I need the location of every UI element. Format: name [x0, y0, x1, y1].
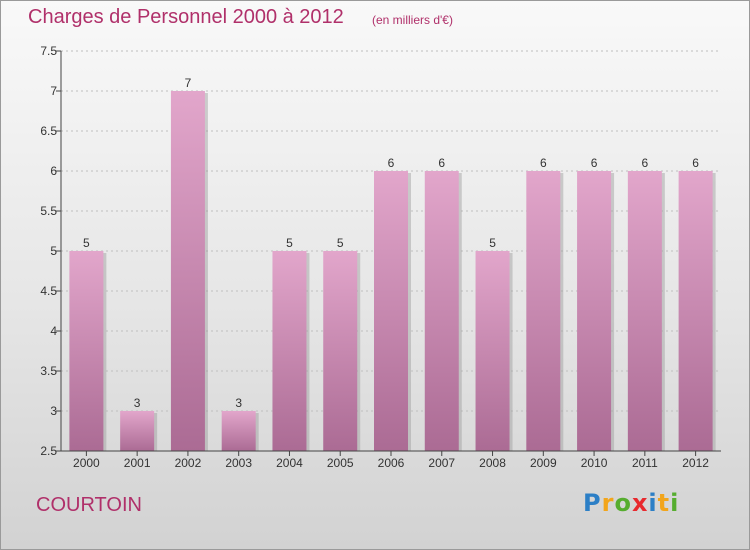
- x-tick-label: 2003: [225, 456, 252, 470]
- bar: [678, 171, 713, 451]
- data-label: 6: [642, 156, 649, 170]
- y-tick-label: 5: [50, 244, 57, 258]
- bar: [69, 251, 104, 451]
- x-tick-label: 2005: [327, 456, 354, 470]
- proxiti-logo: Proxiti: [583, 489, 679, 517]
- bar: [526, 171, 561, 451]
- data-label: 7: [185, 76, 192, 90]
- bar: [221, 411, 256, 451]
- x-tick-label: 2004: [276, 456, 303, 470]
- axes: 2.5 3 3.5 4 4.5 5 5.5 6 6.5 7 7.5 2000 2001 2002 2003 2…: [40, 44, 721, 470]
- y-tick-label: 6.5: [40, 124, 57, 138]
- bar: [475, 251, 510, 451]
- bar: [577, 171, 612, 451]
- data-label: 5: [83, 236, 90, 250]
- bar: [374, 171, 408, 451]
- data-label: 5: [337, 236, 344, 250]
- x-tick-label: 2008: [479, 456, 506, 470]
- data-label: 6: [540, 156, 547, 170]
- data-label: 6: [388, 156, 395, 170]
- chart-subtitle: (en milliers d'€): [372, 13, 453, 27]
- y-tick-label: 7: [50, 84, 57, 98]
- logo-letter: i: [648, 489, 658, 517]
- bar: [627, 171, 662, 451]
- data-label: 5: [489, 236, 496, 250]
- bar: [424, 171, 459, 451]
- data-labels: 5 3 7 3 5 5 6 6 5 6 6 6 6: [83, 76, 699, 410]
- logo-letter: P: [583, 489, 602, 517]
- bar: [120, 411, 155, 451]
- y-tick-label: 5.5: [40, 204, 57, 218]
- x-tick-label: 2012: [682, 456, 709, 470]
- logo-letter: o: [614, 489, 632, 517]
- y-tick-label: 4: [50, 324, 57, 338]
- bar: [170, 91, 205, 451]
- logo-letter: i: [670, 489, 680, 517]
- x-tick-label: 2010: [581, 456, 608, 470]
- x-tick-label: 2007: [428, 456, 455, 470]
- chart-title: Charges de Personnel 2000 à 2012: [28, 6, 344, 28]
- y-tick-label: 2.5: [40, 444, 57, 458]
- logo-letter: t: [657, 489, 671, 517]
- x-tick-label: 2011: [632, 456, 658, 470]
- bar: [323, 251, 358, 451]
- y-tick-label: 7.5: [40, 44, 57, 58]
- bars: [69, 91, 716, 451]
- x-tick-label: 2009: [530, 456, 557, 470]
- x-tick-label: 2001: [124, 456, 151, 470]
- x-tick-label: 2000: [73, 456, 100, 470]
- y-tick-label: 4.5: [40, 284, 57, 298]
- bar: [272, 251, 307, 451]
- y-tick-label: 6: [50, 164, 57, 178]
- logo-letter: r: [601, 489, 615, 517]
- y-tick-label: 3.5: [40, 364, 57, 378]
- data-label: 6: [591, 156, 598, 170]
- x-tick-label: 2006: [378, 456, 405, 470]
- data-label: 3: [134, 396, 141, 410]
- data-label: 6: [692, 156, 699, 170]
- commune-name: COURTOIN: [36, 494, 142, 516]
- data-label: 3: [235, 396, 242, 410]
- y-tick-label: 3: [50, 404, 57, 418]
- x-tick-label: 2002: [175, 456, 202, 470]
- data-label: 6: [438, 156, 445, 170]
- data-label: 5: [286, 236, 293, 250]
- logo-letter: x: [631, 489, 649, 517]
